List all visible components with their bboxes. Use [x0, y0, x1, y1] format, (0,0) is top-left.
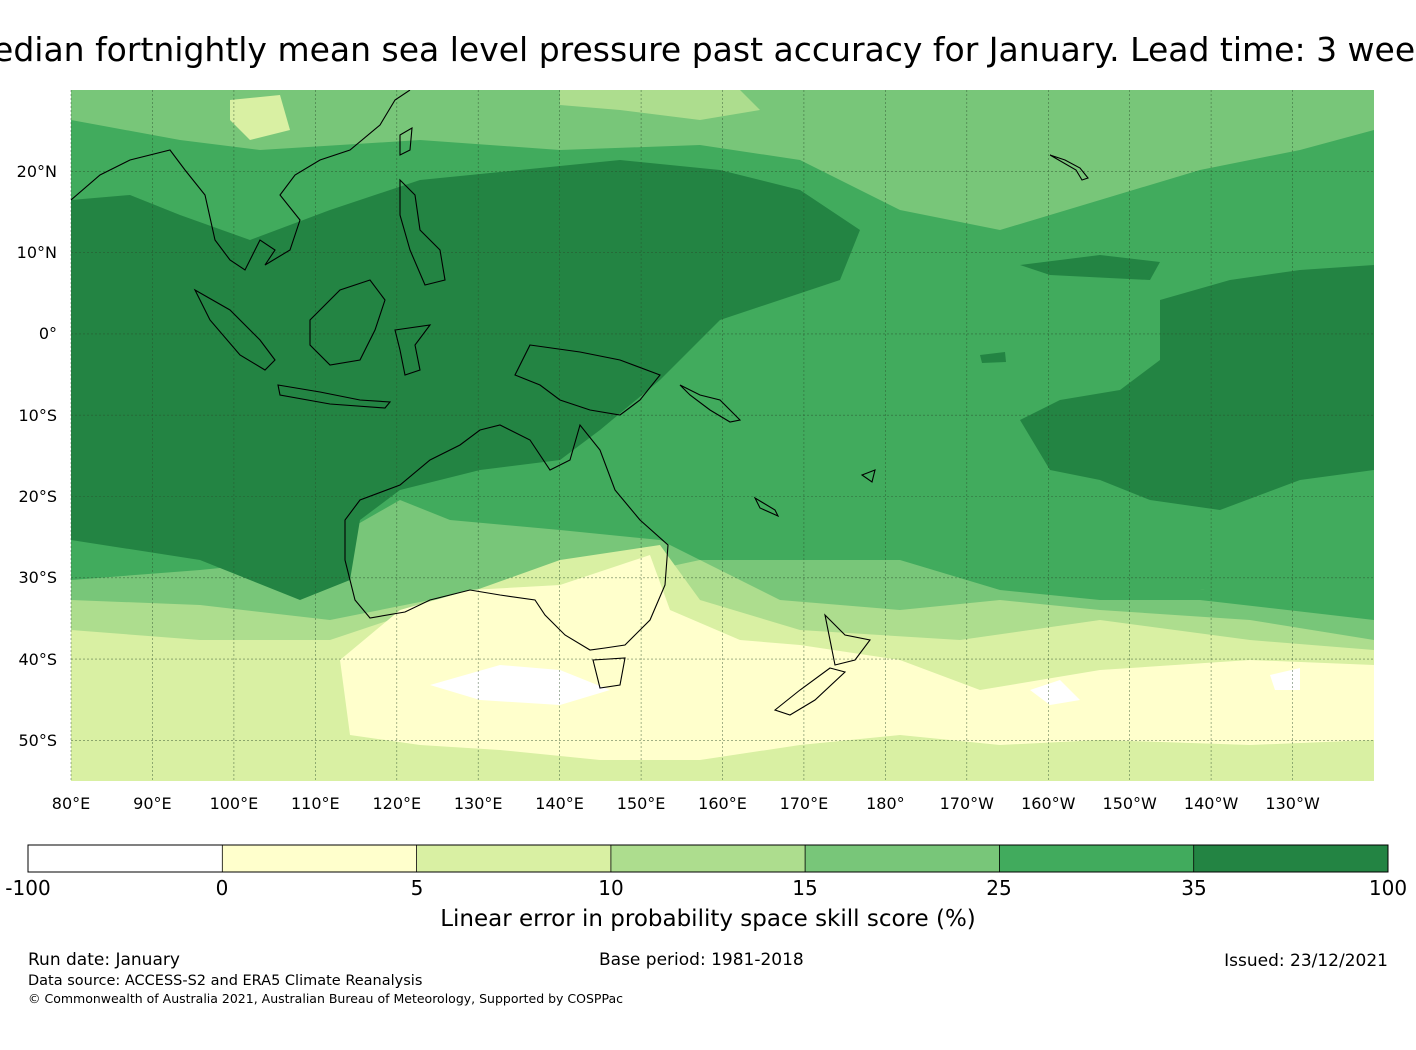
lon-tick-label: 80°E	[52, 794, 90, 813]
lat-tick-label: 40°S	[18, 650, 57, 669]
coast-fiji	[860, 469, 876, 483]
colorbar-segment	[610, 845, 806, 872]
coast-solomon-islands	[679, 384, 742, 423]
field-band-35-100	[71, 160, 860, 600]
lon-tick-label: 160°E	[698, 794, 747, 813]
lat-tick-label: 10°N	[17, 243, 57, 262]
coast-hawaii	[1049, 154, 1089, 181]
coast-taiwan	[399, 126, 413, 156]
lat-tick-label: 0°	[39, 324, 57, 343]
lon-tick-label: 120°E	[372, 794, 421, 813]
field-band-35-100	[1020, 265, 1374, 510]
coast-java	[277, 384, 392, 409]
lon-tick-label: 90°E	[133, 794, 171, 813]
skill-score-map: 80°E 90°E 100°E 110°E 120°E 130°E 140°E …	[17, 90, 1389, 873]
colorbar	[27, 844, 1389, 873]
graticule	[70, 90, 1374, 781]
base-period: Base period: 1981-2018	[599, 950, 804, 970]
lon-tick-label: 170°E	[780, 794, 829, 813]
map-title: Median fortnightly mean sea level pressu…	[0, 30, 1416, 69]
lon-tick-label: 150°E	[617, 794, 666, 813]
field-band-5-10	[230, 95, 290, 140]
lat-tick-label: 20°S	[18, 487, 57, 506]
colorbar-tick-label: 15	[792, 876, 818, 900]
colorbar-tick-label: 100	[1368, 876, 1408, 900]
lon-tick-label: 150°W	[1103, 794, 1158, 813]
coast-new-zealand-south	[773, 667, 847, 716]
coast-new-guinea	[514, 344, 661, 416]
lon-tick-label: 110°E	[291, 794, 340, 813]
lon-tick-label: 100°E	[210, 794, 259, 813]
copyright: © Commonwealth of Australia 2021, Austra…	[28, 991, 623, 1006]
colorbar-segment	[222, 845, 417, 872]
colorbar-tick-label: 0	[215, 876, 229, 900]
colorbar-dividers	[221, 845, 1195, 872]
field-negative	[430, 665, 610, 705]
lon-tick-label: 140°W	[1184, 794, 1239, 813]
coastlines	[71, 90, 1089, 716]
colorbar-tick-label: 5	[410, 876, 424, 900]
field-band-35-100	[1020, 255, 1160, 280]
coast-mainland-asia	[71, 90, 411, 271]
colorbar-segment	[1193, 845, 1388, 872]
colorbar-tick-label: -100	[5, 876, 51, 900]
lon-tick-label: 140°E	[535, 794, 584, 813]
field-negative	[1270, 668, 1300, 690]
lon-tick-label: 160°W	[1021, 794, 1076, 813]
colorbar-title: Linear error in probability space skill …	[440, 906, 976, 932]
data-source: Data source: ACCESS-S2 and ERA5 Climate …	[28, 973, 423, 989]
colorbar-segment	[999, 845, 1194, 872]
coast-sulawesi	[394, 324, 432, 376]
coast-tasmania	[592, 657, 626, 689]
coast-philippines	[399, 178, 446, 286]
colorbar-tick-label: 35	[1181, 876, 1207, 900]
coast-borneo	[309, 279, 386, 366]
field-band-10-15	[560, 90, 760, 120]
lon-tick-label: 130°W	[1265, 794, 1320, 813]
lon-tick-labels: 80°E 90°E 100°E 110°E 120°E 130°E 140°E …	[52, 794, 1320, 813]
field-band-35-100	[980, 352, 1006, 363]
coast-new-zealand-north	[824, 613, 871, 666]
lon-tick-label: 170°W	[940, 794, 995, 813]
colorbar-segment	[28, 845, 223, 872]
coast-new-caledonia	[753, 496, 780, 518]
colorbar-outline	[27, 844, 1389, 873]
lat-tick-label: 30°S	[18, 568, 57, 587]
lon-tick-label: 180°	[866, 794, 905, 813]
field-negative	[1030, 680, 1080, 705]
colorbar-segment	[805, 845, 1000, 872]
colorbar-tick-label: 25	[986, 876, 1012, 900]
colorbar-tick-label: 10	[598, 876, 624, 900]
coast-sumatra	[193, 288, 276, 371]
lat-tick-labels: 20°N 10°N 0° 10°S 20°S 30°S 40°S 50°S	[17, 162, 57, 750]
issued-date: Issued: 23/12/2021	[1224, 951, 1388, 971]
lat-tick-label: 10°S	[18, 406, 57, 425]
run-date: Run date: January	[28, 950, 180, 970]
colorbar-segment	[416, 845, 611, 872]
lat-tick-label: 20°N	[17, 162, 57, 181]
coast-australia	[344, 423, 669, 651]
lat-tick-label: 50°S	[18, 731, 57, 750]
lon-tick-label: 130°E	[454, 794, 503, 813]
